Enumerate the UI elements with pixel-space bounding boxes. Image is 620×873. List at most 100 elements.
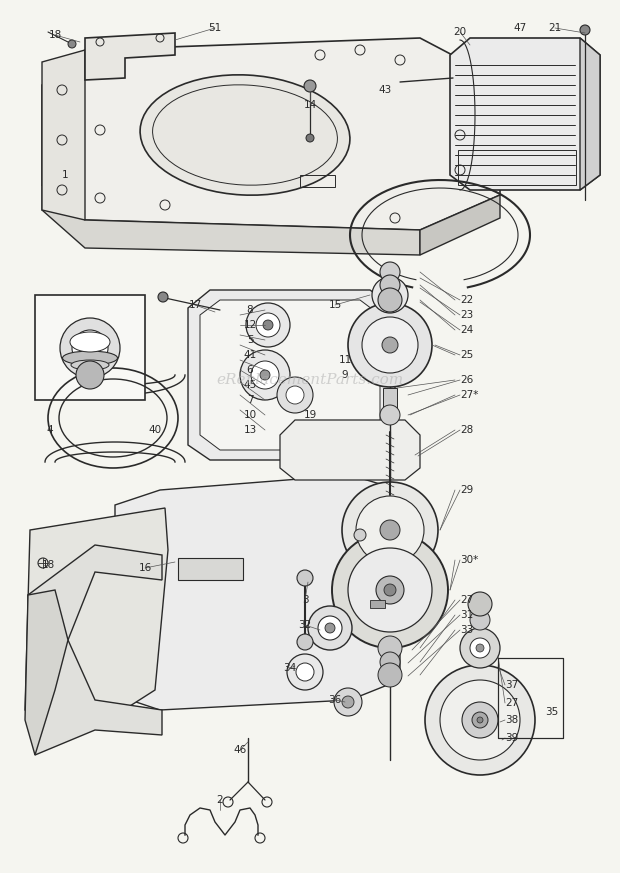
Bar (300, 175, 335, 187)
Circle shape (334, 688, 362, 716)
Text: 9: 9 (342, 370, 348, 380)
Polygon shape (200, 300, 380, 450)
Text: 28: 28 (460, 425, 473, 435)
Circle shape (372, 277, 408, 313)
Text: 34: 34 (283, 663, 296, 673)
Text: 38: 38 (505, 715, 518, 725)
Circle shape (440, 680, 520, 760)
Text: 5: 5 (247, 335, 254, 345)
Circle shape (306, 134, 314, 142)
Text: 43: 43 (378, 85, 392, 95)
Circle shape (382, 337, 398, 353)
Polygon shape (25, 508, 168, 720)
Polygon shape (42, 185, 420, 255)
Text: 4: 4 (46, 425, 53, 435)
Polygon shape (188, 290, 395, 460)
Circle shape (308, 606, 352, 650)
Circle shape (348, 303, 432, 387)
Text: 22: 22 (460, 295, 473, 305)
Text: 24: 24 (460, 325, 473, 335)
Text: 15: 15 (329, 300, 342, 310)
Circle shape (470, 638, 490, 658)
Polygon shape (420, 195, 500, 255)
Text: 10: 10 (244, 410, 257, 420)
Text: 47: 47 (513, 23, 526, 33)
Text: 51: 51 (208, 23, 221, 33)
Text: 25: 25 (460, 350, 473, 360)
Bar (498, 658, 563, 738)
Polygon shape (42, 50, 85, 220)
Circle shape (263, 320, 273, 330)
Text: 27: 27 (505, 698, 518, 708)
Circle shape (277, 377, 313, 413)
Polygon shape (42, 38, 500, 230)
Circle shape (256, 313, 280, 337)
Text: 26: 26 (460, 375, 473, 385)
Circle shape (348, 548, 432, 632)
Text: 13: 13 (244, 425, 257, 435)
Text: 20: 20 (453, 27, 467, 37)
Ellipse shape (70, 332, 110, 352)
Text: 18: 18 (42, 560, 55, 570)
Circle shape (296, 663, 314, 681)
Circle shape (287, 654, 323, 690)
Text: 11: 11 (339, 355, 352, 365)
Ellipse shape (63, 351, 118, 365)
Text: 46: 46 (233, 745, 247, 755)
Circle shape (304, 80, 316, 92)
Bar (498, 658, 563, 738)
Polygon shape (25, 590, 68, 755)
Text: 45: 45 (244, 380, 257, 390)
Text: 16: 16 (138, 563, 152, 573)
Circle shape (297, 634, 313, 650)
Circle shape (477, 717, 483, 723)
Circle shape (472, 712, 488, 728)
Ellipse shape (140, 75, 350, 196)
Text: 31: 31 (460, 610, 473, 620)
Circle shape (470, 610, 490, 630)
Circle shape (380, 520, 400, 540)
Text: 1: 1 (61, 170, 68, 180)
Text: eReplacementParts.com: eReplacementParts.com (216, 373, 404, 387)
Text: 6: 6 (247, 365, 254, 375)
Circle shape (378, 663, 402, 687)
Ellipse shape (71, 360, 109, 370)
Text: 39: 39 (505, 733, 518, 743)
Text: 29: 29 (460, 485, 473, 495)
Circle shape (380, 652, 400, 672)
Polygon shape (450, 38, 600, 190)
Text: 14: 14 (303, 100, 317, 110)
Text: 7: 7 (247, 395, 254, 405)
Text: 8: 8 (247, 305, 254, 315)
Text: 27: 27 (460, 595, 473, 605)
Circle shape (342, 696, 354, 708)
Circle shape (286, 386, 304, 404)
Polygon shape (115, 475, 400, 710)
Text: 37: 37 (505, 680, 518, 690)
Circle shape (378, 288, 402, 312)
Circle shape (362, 317, 418, 373)
Circle shape (158, 292, 168, 302)
Circle shape (297, 570, 313, 586)
Text: 36: 36 (329, 695, 342, 705)
Circle shape (380, 275, 400, 295)
Circle shape (72, 330, 108, 366)
Text: 21: 21 (548, 23, 562, 33)
Circle shape (580, 25, 590, 35)
Circle shape (260, 370, 270, 380)
Circle shape (354, 529, 366, 541)
Text: 3: 3 (302, 595, 308, 605)
Circle shape (380, 262, 400, 282)
Circle shape (251, 361, 279, 389)
Circle shape (462, 702, 498, 738)
Polygon shape (28, 545, 162, 755)
Text: 40: 40 (148, 425, 162, 435)
Circle shape (332, 532, 448, 648)
Bar (35, 295, 145, 400)
Text: 33: 33 (460, 625, 473, 635)
Bar (178, 558, 243, 580)
Circle shape (382, 287, 398, 303)
Bar (383, 388, 397, 410)
Text: 41: 41 (244, 350, 257, 360)
Text: 30*: 30* (460, 555, 478, 565)
